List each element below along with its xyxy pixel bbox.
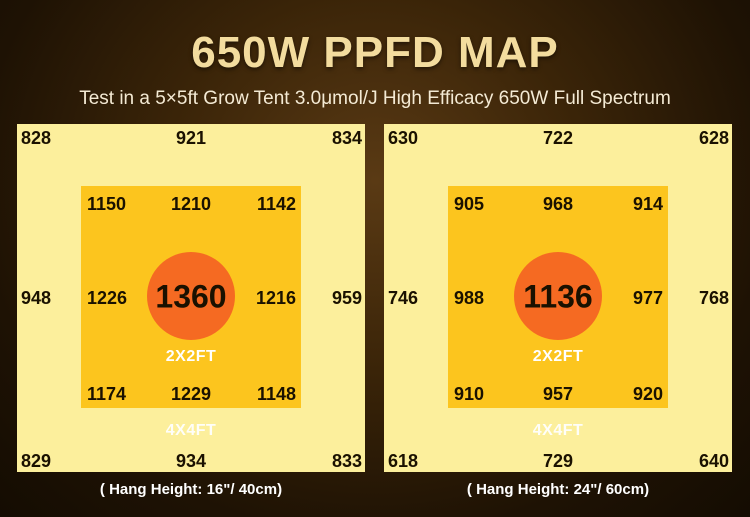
outer-value-bottom-center: 729: [542, 451, 574, 471]
inner-value-top-left: 1150: [87, 194, 127, 214]
hang-height-24in: ( Hang Height: 24"/ 60cm): [466, 481, 650, 498]
inner-value-top-center: 968: [542, 194, 574, 214]
inner-value-bottom-right: 920: [632, 384, 663, 404]
outer-value-top-left: 630: [388, 128, 419, 148]
inner-zone-label: 2X2FT: [165, 348, 217, 365]
outer-value-bottom-right: 640: [698, 451, 729, 471]
outer-value-top-center: 722: [542, 128, 574, 148]
inner-zone-label: 2X2FT: [532, 348, 584, 365]
page-subtitle: Test in a 5×5ft Grow Tent 3.0μmol/J High…: [79, 88, 671, 109]
outer-value-middle-right: 768: [698, 288, 729, 308]
outer-zone-label: 4X4FT: [165, 422, 217, 439]
inner-value-middle-left: 1226: [87, 288, 128, 308]
outer-value-bottom-left: 829: [21, 451, 52, 471]
center-value: 1136: [523, 278, 593, 315]
outer-value-middle-left: 948: [21, 288, 52, 308]
center-zone: [147, 252, 235, 340]
outer-value-bottom-left: 618: [388, 451, 419, 471]
ppfd-map-16in: 828 921 834 948 959 829 934 833 1150 121…: [17, 124, 365, 472]
inner-value-bottom-left: 910: [454, 384, 485, 404]
ppfd-map-24in: 630 722 628 746 768 618 729 640 905 968 …: [384, 124, 732, 472]
inner-value-bottom-center: 1229: [170, 384, 212, 404]
outer-value-top-right: 834: [331, 128, 362, 148]
inner-value-top-left: 905: [454, 194, 485, 214]
inner-value-bottom-left: 1174: [87, 384, 127, 404]
inner-value-middle-left: 988: [454, 288, 485, 308]
inner-value-bottom-center: 957: [542, 384, 574, 404]
inner-value-middle-right: 977: [632, 288, 663, 308]
inner-value-bottom-right: 1148: [256, 384, 296, 404]
outer-value-top-center: 921: [175, 128, 207, 148]
inner-value-top-right: 914: [632, 194, 663, 214]
outer-value-middle-left: 746: [388, 288, 419, 308]
outer-value-bottom-right: 833: [331, 451, 362, 471]
outer-value-top-left: 828: [21, 128, 52, 148]
outer-value-middle-right: 959: [331, 288, 362, 308]
outer-zone-label: 4X4FT: [532, 422, 584, 439]
inner-value-middle-right: 1216: [255, 288, 296, 308]
center-value: 1360: [155, 278, 227, 315]
inner-value-top-right: 1142: [256, 194, 296, 214]
center-zone: [514, 252, 602, 340]
page-title: 650W PPFD MAP: [191, 28, 559, 77]
outer-value-top-right: 628: [698, 128, 729, 148]
inner-value-top-center: 1210: [170, 194, 212, 214]
hang-height-16in: ( Hang Height: 16"/ 40cm): [99, 481, 283, 498]
outer-value-bottom-center: 934: [175, 451, 207, 471]
